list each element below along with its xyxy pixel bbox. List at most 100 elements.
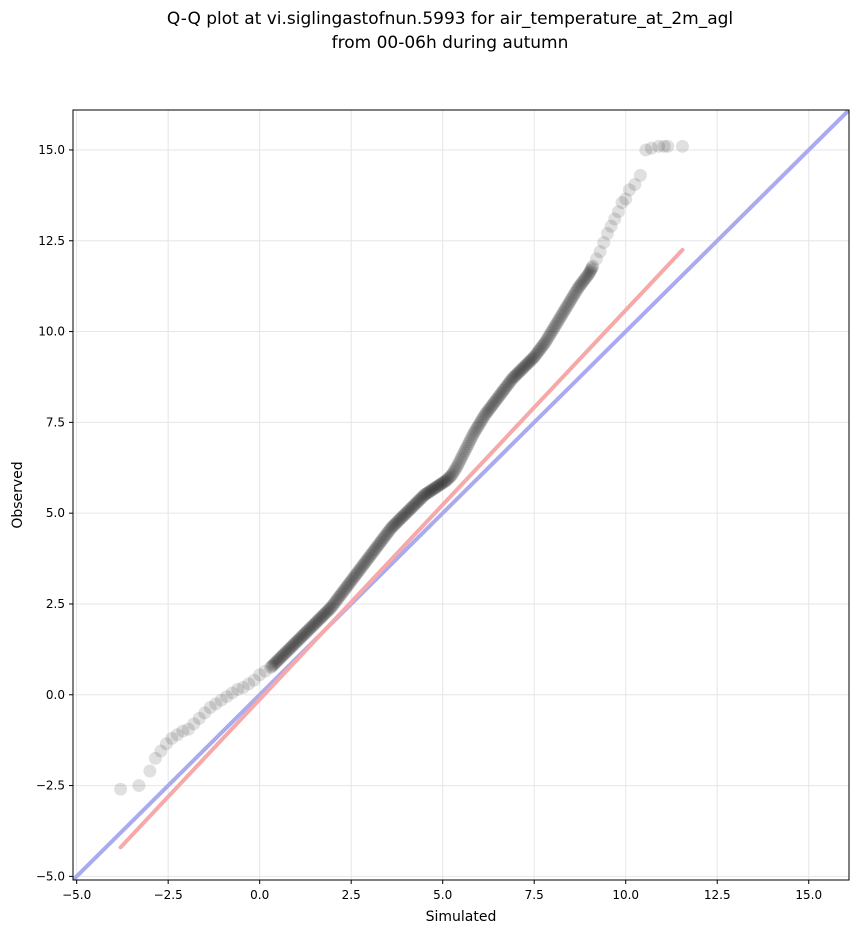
quantile-point (552, 312, 566, 326)
quantile-point (433, 478, 447, 492)
quantile-point (415, 490, 429, 504)
quantile-point (209, 697, 223, 711)
quantile-point (549, 317, 563, 331)
quantile-point (461, 437, 475, 451)
quantile-point (496, 383, 510, 397)
quantile-point (265, 659, 279, 673)
quantile-point (269, 655, 283, 669)
quantile-point (505, 372, 519, 386)
quantile-point (544, 326, 558, 340)
quantile-point (593, 245, 607, 259)
quantile-point (571, 281, 585, 295)
quantile-point (412, 493, 426, 507)
y-tick-label: 2.5 (46, 597, 65, 611)
quantile-point (476, 412, 490, 426)
quantile-point (272, 652, 286, 666)
quantile-point (414, 491, 428, 505)
quantile-point (247, 673, 261, 687)
quantile-point (513, 364, 527, 378)
quantile-point (457, 446, 471, 460)
quantile-point (308, 617, 322, 631)
y-tick-label: 10.0 (38, 325, 65, 339)
quantile-point (214, 693, 228, 707)
grid (73, 110, 849, 880)
quantile-point (589, 252, 603, 266)
quantile-point (538, 335, 552, 349)
quantile-point (328, 595, 342, 609)
quantile-point (349, 567, 363, 581)
quantile-point (579, 271, 593, 285)
quantile-point (405, 500, 419, 514)
quantile-point (529, 347, 543, 361)
y-tick-label: −5.0 (36, 869, 65, 883)
quantile-point (517, 360, 531, 374)
quantile-point (345, 573, 359, 587)
quantile-point (531, 346, 545, 360)
quantile-point (567, 288, 581, 302)
quantile-point (271, 653, 285, 667)
x-tick-label: −2.5 (154, 888, 183, 902)
quantile-point (471, 419, 485, 433)
quantile-point (364, 548, 378, 562)
quantile-point (400, 505, 414, 519)
quantile-point (535, 340, 549, 354)
quantile-point (512, 365, 526, 379)
quantile-point (319, 606, 333, 620)
quantile-point (408, 498, 422, 512)
quantile-point (574, 277, 588, 291)
quantile-point (368, 542, 382, 556)
quantile-point (334, 588, 348, 602)
quantile-point (337, 583, 351, 597)
quantile-point (354, 561, 368, 575)
quantile-point (181, 722, 195, 736)
quantile-point (543, 328, 557, 342)
quantile-point (478, 408, 492, 422)
quantile-point (428, 481, 442, 495)
quantile-point (165, 731, 179, 745)
quantile-point (360, 553, 374, 567)
quantile-point (170, 728, 184, 742)
x-tick-label: 5.0 (433, 888, 452, 902)
x-tick-label: 10.0 (612, 888, 639, 902)
quantile-point (379, 528, 393, 542)
quantile-point (644, 141, 658, 155)
x-axis-label: Simulated (426, 909, 497, 925)
quantile-point (403, 502, 417, 516)
quantile-point (431, 479, 445, 493)
y-tick-label: 12.5 (38, 234, 65, 248)
quantile-point (327, 596, 341, 610)
quantile-point (286, 639, 300, 653)
quantile-point (532, 344, 546, 358)
quantile-point (436, 476, 450, 490)
quantile-point (359, 554, 373, 568)
quantile-point (584, 264, 598, 278)
quantile-point (495, 385, 509, 399)
quantile-point (507, 370, 521, 384)
quantile-point (401, 504, 415, 518)
quantile-point (483, 401, 497, 415)
quantile-point (303, 621, 317, 635)
quantile-point (438, 474, 452, 488)
quantile-point (536, 338, 550, 352)
quantile-point (559, 301, 573, 315)
x-tick-label: 12.5 (704, 888, 731, 902)
quantile-point (350, 566, 364, 580)
quantile-point (633, 168, 647, 182)
quantile-point (460, 439, 474, 453)
quantile-point (488, 395, 502, 409)
quantile-points (114, 139, 689, 796)
quantile-point (302, 622, 316, 636)
quantile-point (437, 475, 451, 489)
quantile-point (352, 564, 366, 578)
quantile-point (444, 469, 458, 483)
x-tick-label: 7.5 (525, 888, 544, 902)
quantile-point (540, 332, 554, 346)
y-tick-label: 5.0 (46, 506, 65, 520)
quantile-point (527, 350, 541, 364)
quantile-point (299, 626, 313, 640)
quantile-point (373, 535, 387, 549)
quantile-point (569, 285, 583, 299)
quantile-point (661, 139, 675, 153)
quantile-point (608, 212, 622, 226)
quantile-point (236, 681, 250, 694)
